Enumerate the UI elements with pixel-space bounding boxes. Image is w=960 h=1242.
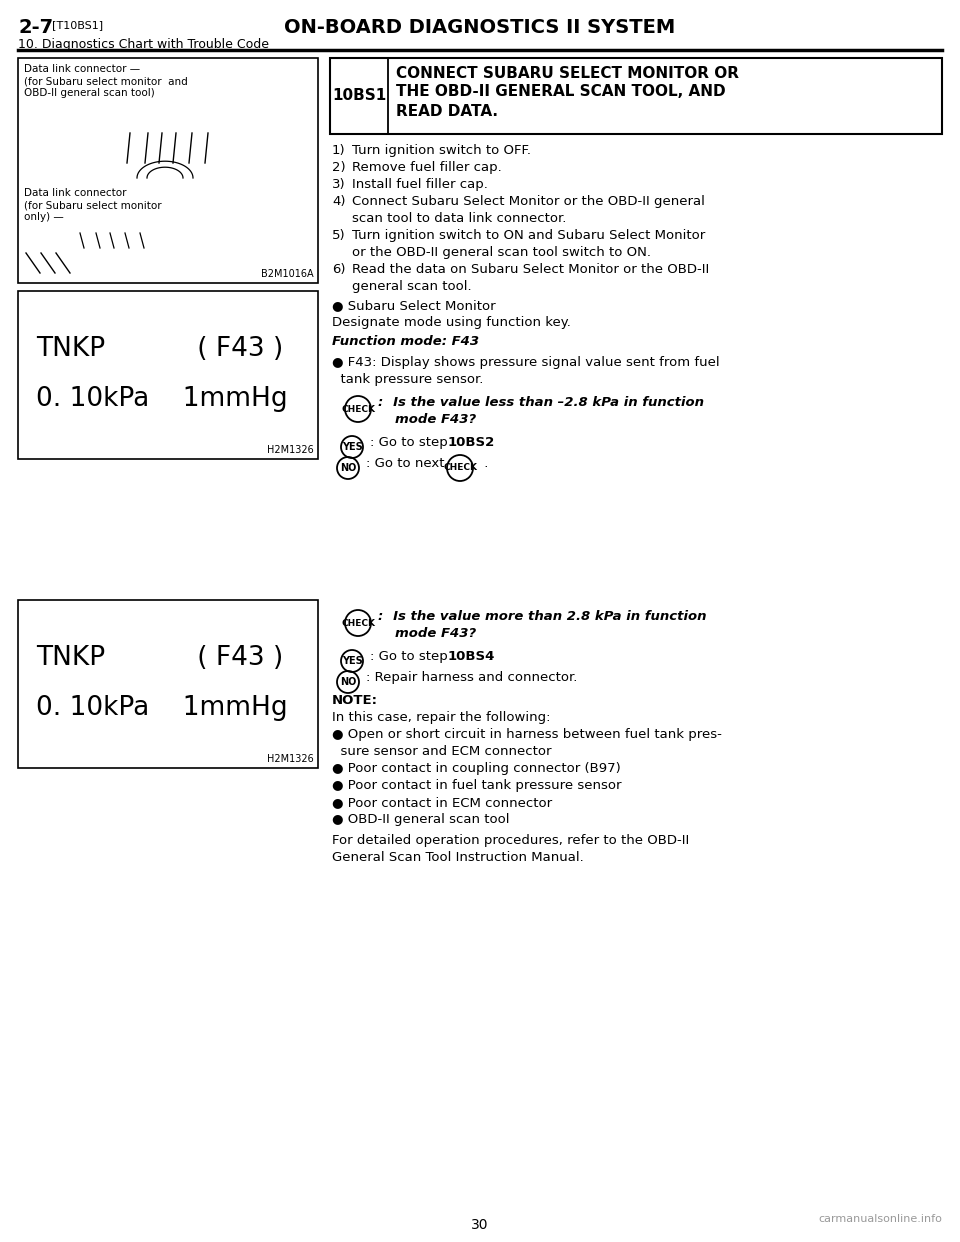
Text: 1): 1)	[332, 144, 346, 156]
Text: ● Open or short circuit in harness between fuel tank pres-: ● Open or short circuit in harness betwe…	[332, 728, 722, 741]
Text: Install fuel filler cap.: Install fuel filler cap.	[352, 178, 488, 191]
Text: 2-7: 2-7	[18, 17, 53, 37]
Text: .: .	[480, 457, 489, 469]
Text: NO: NO	[340, 463, 356, 473]
Text: 10BS2: 10BS2	[448, 436, 495, 450]
Text: : Go to step: : Go to step	[370, 436, 452, 450]
Text: tank pressure sensor.: tank pressure sensor.	[332, 373, 484, 386]
Text: 0. 10kPa    1mmHg: 0. 10kPa 1mmHg	[36, 386, 288, 412]
Text: ● Poor contact in ECM connector: ● Poor contact in ECM connector	[332, 796, 552, 809]
Text: : Go to step: : Go to step	[370, 650, 452, 663]
Text: 10BS1: 10BS1	[332, 88, 386, 103]
Text: :   Is the value more than 2.8 kPa in function: : Is the value more than 2.8 kPa in func…	[378, 610, 707, 623]
Text: Designate mode using function key.: Designate mode using function key.	[332, 315, 571, 329]
Text: Connect Subaru Select Monitor or the OBD-II general: Connect Subaru Select Monitor or the OBD…	[352, 195, 705, 207]
Text: Function mode: F43: Function mode: F43	[332, 335, 479, 348]
Text: NO: NO	[340, 677, 356, 687]
Text: ON-BOARD DIAGNOSTICS II SYSTEM: ON-BOARD DIAGNOSTICS II SYSTEM	[284, 17, 676, 37]
Bar	[18, 291, 318, 460]
Text: .: .	[488, 650, 492, 663]
Text: .: .	[488, 436, 492, 450]
Text: TNKP           ( F43 ): TNKP ( F43 )	[36, 337, 283, 361]
Text: CHECK: CHECK	[443, 463, 477, 472]
Text: TNKP           ( F43 ): TNKP ( F43 )	[36, 645, 283, 671]
Text: 3): 3)	[332, 178, 346, 191]
Text: H2M1326: H2M1326	[267, 754, 314, 764]
Text: Turn ignition switch to ON and Subaru Select Monitor: Turn ignition switch to ON and Subaru Se…	[352, 229, 706, 242]
Text: CONNECT SUBARU SELECT MONITOR OR: CONNECT SUBARU SELECT MONITOR OR	[396, 66, 739, 81]
Text: OBD-II general scan tool): OBD-II general scan tool)	[24, 88, 155, 98]
Bar	[18, 58, 318, 283]
Text: 0. 10kPa    1mmHg: 0. 10kPa 1mmHg	[36, 696, 288, 722]
Text: 30: 30	[471, 1218, 489, 1232]
Text: :   Is the value less than –2.8 kPa in function: : Is the value less than –2.8 kPa in fun…	[378, 396, 704, 409]
Text: For detailed operation procedures, refer to the OBD-II: For detailed operation procedures, refer…	[332, 833, 689, 847]
Text: Remove fuel filler cap.: Remove fuel filler cap.	[352, 161, 502, 174]
Text: [T10BS1]: [T10BS1]	[52, 20, 103, 30]
Bar	[330, 58, 942, 134]
Text: 6): 6)	[332, 263, 346, 276]
Text: carmanualsonline.info: carmanualsonline.info	[818, 1213, 942, 1225]
Text: NOTE:: NOTE:	[332, 694, 378, 707]
Text: Turn ignition switch to OFF.: Turn ignition switch to OFF.	[352, 144, 531, 156]
Text: 2): 2)	[332, 161, 346, 174]
Text: general scan tool.: general scan tool.	[352, 279, 471, 293]
Text: READ DATA.: READ DATA.	[396, 104, 498, 119]
Text: (for Subaru select monitor: (for Subaru select monitor	[24, 200, 161, 210]
Text: sure sensor and ECM connector: sure sensor and ECM connector	[332, 745, 551, 758]
Text: Data link connector: Data link connector	[24, 188, 127, 197]
Text: ● Poor contact in coupling connector (B97): ● Poor contact in coupling connector (B9…	[332, 763, 621, 775]
Text: CHECK: CHECK	[341, 619, 375, 627]
Text: THE OBD-II GENERAL SCAN TOOL, AND: THE OBD-II GENERAL SCAN TOOL, AND	[396, 84, 726, 99]
Text: : Go to next: : Go to next	[366, 457, 448, 469]
Text: YES: YES	[342, 442, 362, 452]
Text: H2M1326: H2M1326	[267, 445, 314, 455]
Text: ● Subaru Select Monitor: ● Subaru Select Monitor	[332, 299, 495, 312]
Text: : Repair harness and connector.: : Repair harness and connector.	[366, 671, 577, 684]
Text: 4): 4)	[332, 195, 346, 207]
Text: CHECK: CHECK	[341, 405, 375, 414]
Text: 10BS4: 10BS4	[448, 650, 495, 663]
Text: In this case, repair the following:: In this case, repair the following:	[332, 710, 550, 724]
Text: B2M1016A: B2M1016A	[261, 270, 314, 279]
Text: mode F43?: mode F43?	[395, 414, 476, 426]
Text: Data link connector —: Data link connector —	[24, 65, 140, 75]
Text: mode F43?: mode F43?	[395, 627, 476, 640]
Text: 5): 5)	[332, 229, 346, 242]
Text: ● OBD-II general scan tool: ● OBD-II general scan tool	[332, 814, 510, 826]
Text: or the OBD-II general scan tool switch to ON.: or the OBD-II general scan tool switch t…	[352, 246, 651, 260]
Text: scan tool to data link connector.: scan tool to data link connector.	[352, 212, 566, 225]
Text: Read the data on Subaru Select Monitor or the OBD-II: Read the data on Subaru Select Monitor o…	[352, 263, 709, 276]
Text: ● Poor contact in fuel tank pressure sensor: ● Poor contact in fuel tank pressure sen…	[332, 779, 621, 792]
Text: ● F43: Display shows pressure signal value sent from fuel: ● F43: Display shows pressure signal val…	[332, 356, 720, 369]
Text: (for Subaru select monitor  and: (for Subaru select monitor and	[24, 76, 188, 86]
Bar	[18, 600, 318, 768]
Text: only) —: only) —	[24, 212, 63, 222]
Text: General Scan Tool Instruction Manual.: General Scan Tool Instruction Manual.	[332, 851, 584, 864]
Text: 10. Diagnostics Chart with Trouble Code: 10. Diagnostics Chart with Trouble Code	[18, 39, 269, 51]
Text: YES: YES	[342, 656, 362, 666]
